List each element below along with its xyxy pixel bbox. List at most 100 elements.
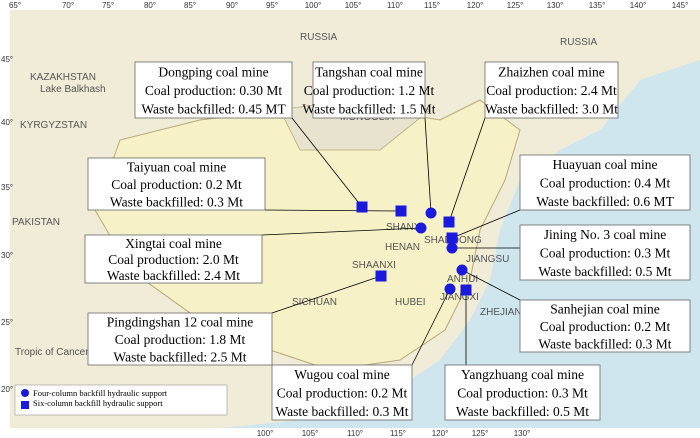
latitude-tick: 20° xyxy=(1,385,13,394)
callout-name: Pingdingshan 12 coal mine xyxy=(107,315,254,330)
four-column-mine xyxy=(456,264,468,276)
bottom-margin xyxy=(0,428,700,438)
callout-backfilled: Waste backfilled: 2.5 Mt xyxy=(113,349,246,364)
callout-box xyxy=(519,224,691,281)
callout-name: Jining No. 3 coal mine xyxy=(544,227,667,242)
longitude-tick: 110° xyxy=(387,1,403,10)
callout-name: Zhaizhen coal mine xyxy=(498,64,604,79)
longitude-tick: 70° xyxy=(62,1,74,10)
map-label: Tropic of Cancer xyxy=(15,347,89,358)
map-label: HENAN xyxy=(385,242,420,253)
callout-backfilled: Waste backfilled: 2.4 Mt xyxy=(107,268,240,283)
leader-line xyxy=(411,288,451,366)
callout-box xyxy=(134,61,293,119)
map-label: RUSSIA xyxy=(300,32,338,43)
map-label: RUSSIA xyxy=(560,37,598,48)
map-label: JIANGSU xyxy=(466,254,509,265)
callout-box xyxy=(271,364,413,421)
four-column-mine xyxy=(444,283,456,295)
longitude-tick: 145° xyxy=(672,1,689,10)
latitude-tick: 25° xyxy=(1,318,13,327)
longitude-tick: 100° xyxy=(257,429,274,438)
callout-production: Coal production: 0.3 Mt xyxy=(540,246,671,261)
map-label: KYRGYZSTAN xyxy=(20,120,87,131)
callout-production: Coal production: 0.3 Mt xyxy=(457,386,588,401)
longitude-tick: 110° xyxy=(347,429,363,438)
six-column-mine xyxy=(443,216,455,228)
callout-name: Yangzhuang coal mine xyxy=(461,367,584,382)
map-label: SICHUAN xyxy=(292,297,337,308)
leader-line xyxy=(264,209,402,212)
longitude-tick: 65° xyxy=(9,1,21,10)
callout-production: Coal production: 2.0 Mt xyxy=(108,252,239,267)
callout-backfilled: Waste backfilled: 0.5 Mt xyxy=(456,404,589,419)
callout-name: Tangshan coal mine xyxy=(315,64,423,79)
callout-name: Dongping coal mine xyxy=(158,64,268,79)
longitude-tick: 120° xyxy=(432,429,449,438)
longitude-tick: 130° xyxy=(547,1,564,10)
callout-box xyxy=(519,154,691,211)
longitude-tick: 100° xyxy=(305,1,322,10)
map-label: ANHUI xyxy=(447,274,478,285)
six-column-mine xyxy=(460,284,472,296)
callout-production: Coal production: 0.4 Mt xyxy=(540,176,671,191)
leader-line xyxy=(261,227,422,236)
callout-production: Coal production: 2.4 Mt xyxy=(486,83,617,98)
callout-backfilled: Waste backfilled: 0.3 Mt xyxy=(538,336,671,351)
map-label: SHANXI xyxy=(386,222,423,233)
four-column-mine xyxy=(425,207,437,219)
longitude-tick: 125° xyxy=(507,1,524,10)
callout-backfilled: Waste backfilled: 0.6 MT xyxy=(536,194,674,209)
longitude-tick: 105° xyxy=(302,429,319,438)
leader-line xyxy=(271,275,382,314)
callout-production: Coal production: 0.2 Mt xyxy=(277,386,408,401)
longitude-tick: 105° xyxy=(345,1,362,10)
leader-line xyxy=(461,269,521,301)
longitude-tick: 130° xyxy=(514,429,531,438)
six-column-mine xyxy=(446,232,458,244)
longitude-tick: 120° xyxy=(467,1,484,10)
top-margin xyxy=(0,0,700,10)
longitude-tick: 125° xyxy=(472,429,489,438)
leader-line xyxy=(451,209,521,239)
four-column-mine xyxy=(446,242,458,254)
left-margin xyxy=(0,0,10,438)
legend-circle xyxy=(21,389,29,397)
longitude-tick: 90° xyxy=(226,1,238,10)
callout-box xyxy=(87,312,273,366)
callout-backfilled: Waste backfilled: 0.3 Mt xyxy=(110,194,243,209)
latitude-tick: 35° xyxy=(1,183,13,192)
longitude-tick: 115° xyxy=(390,429,406,438)
longitude-tick: 85° xyxy=(184,1,196,10)
callout-backfilled: Waste backfilled: 0.45 MT xyxy=(141,102,286,117)
longitude-tick: 95° xyxy=(266,1,278,10)
callout-box xyxy=(444,364,601,421)
leader-line xyxy=(424,117,432,214)
callout-production: Coal production: 1.2 Mt xyxy=(304,83,435,98)
legend-label: Six-column backfill hydraulic support xyxy=(33,398,163,408)
callout-box xyxy=(484,61,619,119)
four-column-mine xyxy=(415,222,427,234)
callout-production: Coal production: 1.8 Mt xyxy=(115,332,246,347)
longitude-tick: 135° xyxy=(589,1,606,10)
map-label: Lake Balkhash xyxy=(40,84,106,95)
latitude-tick: 30° xyxy=(1,251,13,260)
callout-backfilled: Waste backfilled: 3.0 Mt xyxy=(485,102,618,117)
callout-box xyxy=(84,234,263,284)
callout-backfilled: Waste backfilled: 0.3 Mt xyxy=(275,404,408,419)
callout-backfilled: Waste backfilled: 0.5 Mt xyxy=(538,264,671,279)
legend-label: Four-column backfill hydraulic support xyxy=(33,388,168,398)
callout-box xyxy=(519,299,691,353)
map-label: JIANGXI xyxy=(440,292,479,303)
six-column-mine xyxy=(375,270,387,282)
callout-name: Xingtai coal mine xyxy=(125,236,222,251)
six-column-mine xyxy=(395,205,407,217)
callout-name: Taiyuan coal mine xyxy=(127,160,227,175)
callout-backfilled: Waste backfilled: 1.5 Mt xyxy=(302,102,435,117)
callout-name: Sanhejian coal mine xyxy=(550,302,659,317)
longitude-tick: 80° xyxy=(144,1,156,10)
legend-square xyxy=(21,401,29,409)
legend-box xyxy=(14,384,228,416)
callout-box xyxy=(312,61,426,119)
